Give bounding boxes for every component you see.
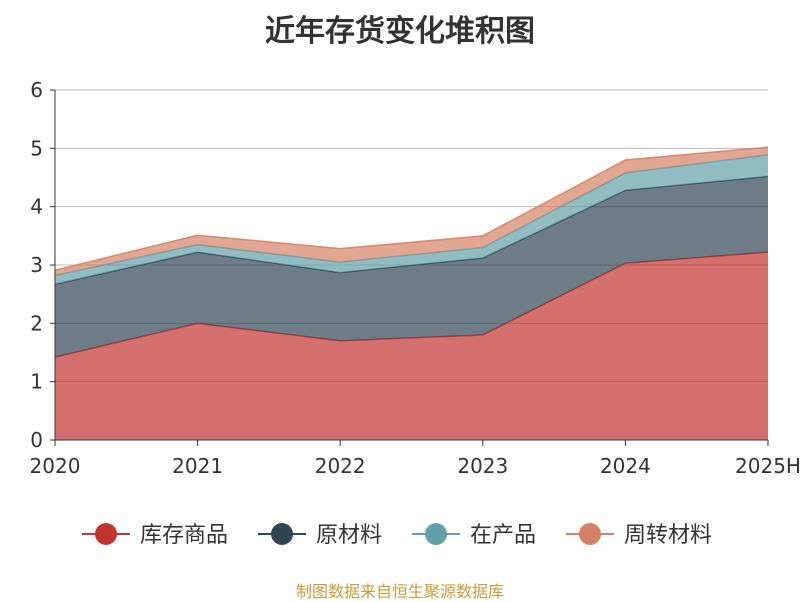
legend-label: 周转材料 (624, 523, 712, 548)
y-tick-label: 3 (30, 253, 43, 277)
legend-label: 在产品 (470, 523, 536, 548)
y-tick-label: 5 (30, 136, 43, 160)
legend-item-0[interactable]: 库存商品 (82, 523, 228, 548)
y-tick-label: 6 (30, 78, 43, 102)
x-tick-label: 2021 (172, 454, 223, 478)
legend-label: 原材料 (316, 523, 382, 548)
chart-title: 近年存货变化堆积图 (265, 14, 535, 49)
legend-item-1[interactable]: 原材料 (258, 523, 382, 548)
axes: 0 1 2 3 4 5 6 2020 2021 2022 2023 2024 2025H (30, 78, 800, 478)
y-tick-label: 4 (30, 195, 43, 219)
area-series (54, 146, 769, 440)
legend-marker (271, 523, 293, 545)
legend-marker (579, 523, 601, 545)
y-tick-label: 1 (30, 370, 43, 394)
area-series-2 (55, 154, 768, 285)
x-tick-label: 2024 (600, 454, 651, 478)
x-tick-label: 2022 (315, 454, 366, 478)
y-tick-label: 0 (30, 428, 43, 452)
legend[interactable]: 库存商品 原材料 在产品 周转材料 (82, 523, 712, 548)
legend-marker (425, 523, 447, 545)
source-note: 制图数据来自恒生聚源数据库 (295, 582, 504, 601)
x-tick-label: 2020 (30, 454, 81, 478)
legend-item-3[interactable]: 周转材料 (566, 523, 712, 548)
series-line-3 (54, 146, 769, 271)
legend-item-2[interactable]: 在产品 (412, 523, 536, 548)
y-tick-label: 2 (30, 311, 43, 335)
x-tick-label: 2023 (457, 454, 508, 478)
x-tick-label: 2025H (735, 454, 800, 478)
legend-label: 库存商品 (140, 523, 228, 548)
area-series-0 (55, 252, 768, 440)
legend-marker (95, 523, 117, 545)
area-series-1 (55, 176, 768, 358)
